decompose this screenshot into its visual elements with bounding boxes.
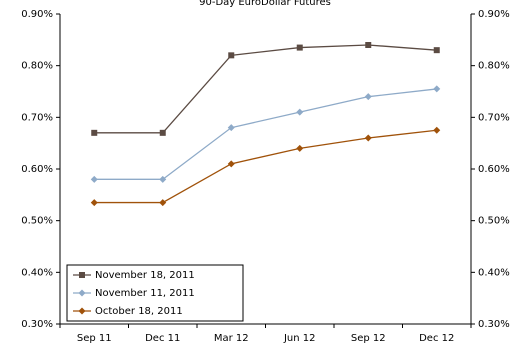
marker [433, 126, 441, 134]
legend-box [66, 264, 244, 322]
legend-label: November 18, 2011 [95, 270, 195, 281]
series-line [94, 44, 437, 134]
marker [364, 93, 372, 101]
marker [433, 85, 441, 93]
marker [228, 52, 235, 59]
y-tick-label: 0.70% [21, 112, 53, 123]
marker [365, 42, 372, 48]
y2-tick-label: 0.90% [478, 9, 510, 20]
marker [364, 134, 372, 142]
marker [227, 160, 235, 168]
y2-tick-label: 0.30% [478, 319, 510, 330]
y-tick-label: 0.40% [21, 267, 53, 278]
x-tick-label: Sep 11 [77, 333, 112, 344]
y2-tick-label: 0.50% [478, 216, 510, 227]
marker [91, 129, 98, 136]
legend-label: October 18, 2011 [95, 306, 183, 317]
marker [296, 44, 303, 51]
y2-tick-label: 0.70% [478, 112, 510, 123]
marker [433, 47, 440, 54]
y2-tick-label: 0.60% [478, 164, 510, 175]
series-line [94, 88, 437, 180]
series-line [94, 129, 437, 204]
marker [159, 129, 166, 136]
y2-tick-label: 0.80% [478, 61, 510, 72]
marker [296, 144, 304, 152]
marker [90, 175, 98, 183]
y-tick-label: 0.90% [21, 9, 53, 20]
marker [159, 175, 167, 183]
x-tick-label: Mar 12 [214, 333, 249, 344]
y-tick-label: 0.30% [21, 319, 53, 330]
marker [90, 199, 98, 207]
legend-marker [79, 272, 85, 278]
y-tick-label: 0.80% [21, 61, 53, 72]
x-tick-label: Sep 12 [351, 333, 386, 344]
y-tick-label: 0.50% [21, 216, 53, 227]
x-tick-label: Dec 11 [145, 333, 180, 344]
y-tick-label: 0.60% [21, 164, 53, 175]
x-tick-label: Dec 12 [419, 333, 454, 344]
y2-tick-label: 0.40% [478, 267, 510, 278]
legend-marker [78, 307, 86, 315]
legend-marker [78, 289, 86, 297]
marker [296, 108, 304, 116]
legend-label: November 11, 2011 [95, 288, 195, 299]
marker [227, 124, 235, 132]
marker [159, 199, 167, 207]
chart-title: 90-Day EuroDollar Futures [199, 0, 331, 8]
x-tick-label: Jun 12 [283, 333, 316, 344]
